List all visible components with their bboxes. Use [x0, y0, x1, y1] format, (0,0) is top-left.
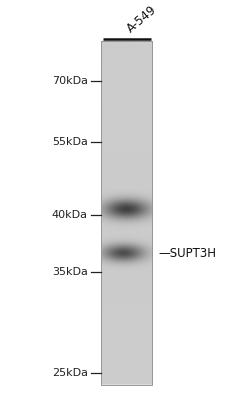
Text: 70kDa: 70kDa — [52, 76, 87, 86]
Text: 55kDa: 55kDa — [52, 137, 87, 147]
Text: 35kDa: 35kDa — [52, 267, 87, 277]
Text: —SUPT3H: —SUPT3H — [157, 246, 215, 260]
Text: 25kDa: 25kDa — [52, 368, 87, 378]
Text: 40kDa: 40kDa — [52, 210, 87, 220]
Text: A-549: A-549 — [124, 3, 158, 36]
